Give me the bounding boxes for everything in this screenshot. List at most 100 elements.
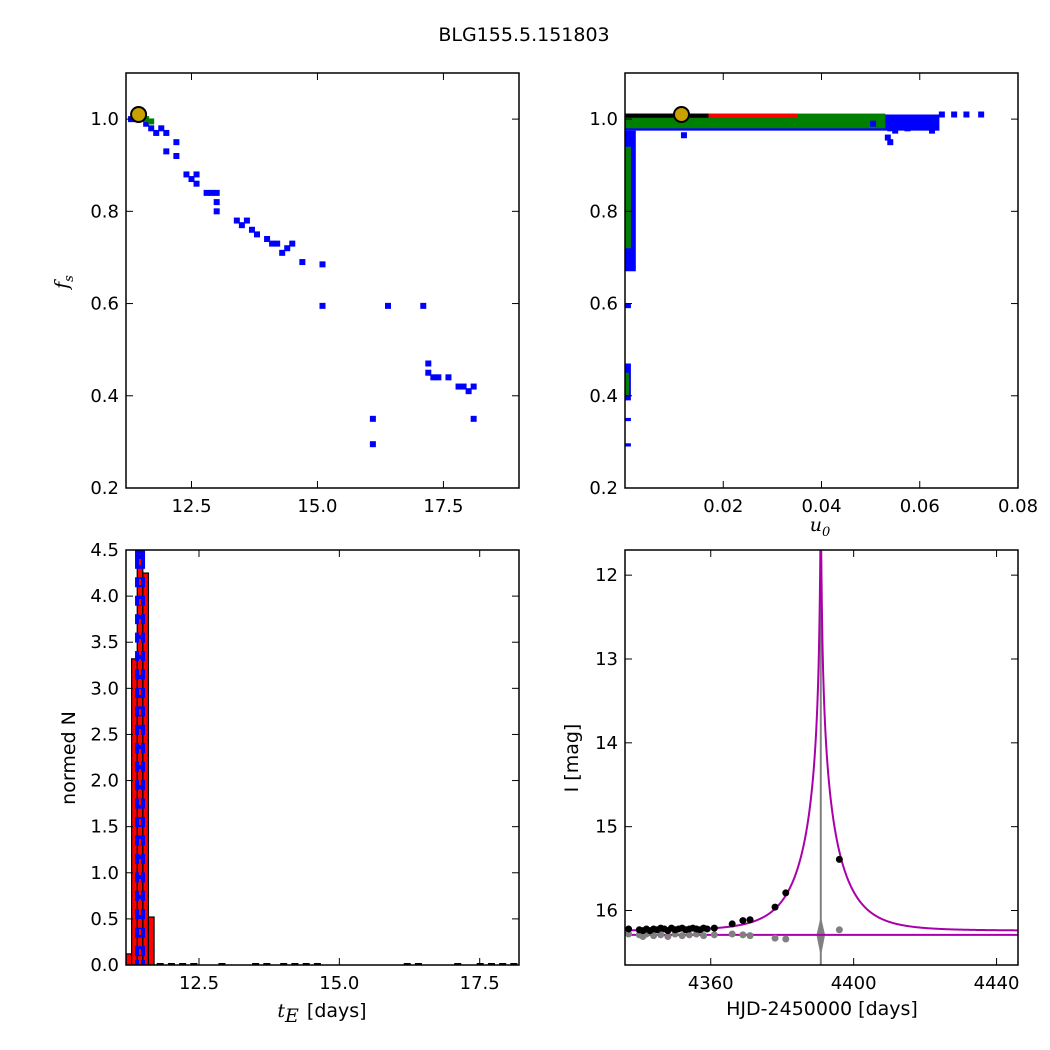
residual-point [739,931,747,939]
y-tick-label: 0.5 [90,909,119,930]
dashed-marker [135,872,146,883]
axes-frame [125,72,520,489]
axes-ticks-fs-vs-u0: 0.02 0.04 0.06 0.08 0.2 0.4 0.6 0.8 1.0 [589,73,1038,517]
data-point [728,920,736,928]
y-axis-label: I [mag] [561,724,583,793]
residual-point [746,932,754,940]
y-tick-label: 0.8 [90,201,119,222]
data-point [369,415,376,422]
y-tick-label: 2.0 [90,771,119,792]
figure-title: BLG155.5.151803 [438,24,609,46]
data-point [233,217,240,224]
data-point [254,231,260,238]
y-tick-label: 16 [595,901,618,922]
plot-area-fs-vs-u0 [625,106,985,447]
x-tick-label: 0.08 [998,496,1038,517]
data-point [870,120,877,127]
y-tick-label: 13 [595,649,618,670]
data-point [782,889,790,897]
panel-fs-vs-te: 12.5 15.0 17.5 0.2 0.4 0.6 0.8 1.0 fs [51,72,520,517]
data-point [264,236,271,242]
plot-area-fs-vs-te [128,106,477,448]
data-point [470,383,477,390]
data-point [710,924,718,932]
axes-frame [125,549,520,966]
histogram-bar [126,953,133,965]
data-point [892,127,899,134]
residual-point [657,931,665,939]
y-axis-label: fs [51,275,77,291]
data-point [203,189,210,196]
y-tick-label: 4.0 [90,586,119,607]
x-tick-label: 0.04 [801,496,841,517]
data-point [680,132,687,139]
data-point [465,388,472,395]
residual-point [728,930,736,938]
y-tick-label: 0.4 [589,386,618,407]
axes-ticks-fs-vs-te: 12.5 15.0 17.5 0.2 0.4 0.6 0.8 1.0 [90,73,519,517]
panel-light-curve: 4360 4400 4440 12 13 14 15 16 HJD-2450000 [days… [561,549,1019,1020]
data-point [445,374,452,381]
axes-ticks-te-histogram: 12.5 15.0 17.5 0.0 0.5 1.0 1.5 2.0 2.5 3.0 3.5 4.0 4… [90,540,519,994]
density-band [625,443,631,447]
data-point [887,125,894,132]
data-point [951,111,958,118]
data-point [420,302,427,309]
data-point [435,374,442,381]
x-axis-label: HJD-2450000 [days] [726,998,918,1020]
y-tick-label: 1.0 [90,863,119,884]
data-point [238,222,245,229]
y-tick-label: 0.8 [589,201,618,222]
data-point [319,302,326,309]
data-point [163,148,170,155]
data-point [279,249,286,256]
data-point [746,916,754,924]
x-tick-label: 0.02 [703,496,743,517]
best-fit-marker [672,106,690,123]
density-band [708,113,797,118]
density-band [625,417,631,422]
data-point [213,189,220,196]
dashed-marker [135,853,146,864]
data-point [274,240,281,247]
data-point [148,125,155,132]
axes-ticks-light-curve: 4360 4400 4440 12 13 14 15 16 [595,550,1019,994]
data-point [385,302,391,309]
data-point [243,217,250,224]
data-point [143,116,150,123]
residual-point [678,932,686,940]
x-tick-label: 17.5 [423,496,463,517]
histogram-bar [147,916,155,965]
data-point [916,120,923,127]
x-tick-label: 0.06 [900,496,940,517]
data-point [193,180,200,187]
data-point [897,120,904,127]
y-tick-label: 0.2 [589,478,618,499]
x-tick-label: 17.5 [460,973,500,994]
y-tick-label: 0.0 [90,955,119,976]
plot-area-te-histogram [126,550,518,965]
density-band [625,113,709,118]
residual-point [650,932,658,940]
residual-point [782,935,790,943]
data-point [455,383,462,390]
axes-frame [624,72,1019,489]
y-tick-label: 0.6 [90,294,119,315]
data-point [173,153,180,159]
data-point [884,134,891,141]
data-point [148,118,155,125]
data-point [369,441,376,448]
x-tick-label: 4360 [688,973,734,994]
data-point [425,360,432,367]
data-point [289,240,296,247]
y-tick-label: 2.5 [90,724,119,745]
data-point [460,383,467,390]
data-point [188,176,195,183]
y-tick-label: 3.0 [90,678,119,699]
y-tick-label: 4.5 [90,540,119,561]
x-tick-label: 12.5 [179,973,219,994]
data-point [938,111,945,118]
data-point [963,111,970,118]
residual-point [771,934,779,942]
residual-point [664,932,672,940]
